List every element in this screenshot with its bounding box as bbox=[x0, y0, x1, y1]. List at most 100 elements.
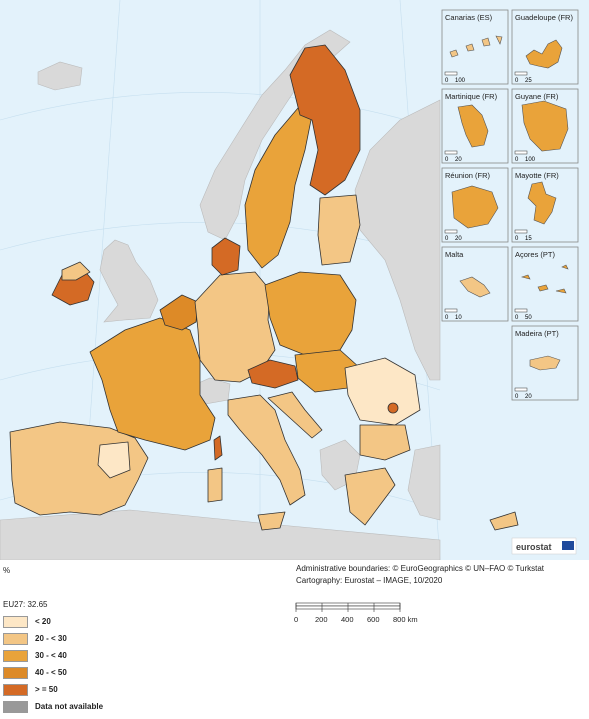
legend-swatch bbox=[3, 649, 28, 662]
inset-map: Malta 0 10 bbox=[441, 246, 509, 322]
legend-swatch bbox=[3, 632, 28, 645]
inset-scalebar bbox=[444, 150, 458, 155]
region-romania bbox=[344, 357, 421, 426]
inset-title: Réunion (FR) bbox=[445, 171, 491, 180]
eu-average: EU27: 32.65 bbox=[3, 600, 48, 609]
region-austria bbox=[247, 359, 299, 389]
inset-scale-label: 0 bbox=[445, 315, 449, 321]
legend-label: < 20 bbox=[35, 617, 51, 626]
inset-region bbox=[529, 355, 561, 371]
russia-east bbox=[354, 99, 441, 381]
inset-region bbox=[527, 181, 557, 225]
scale-tick: 200 bbox=[315, 615, 328, 624]
eu-regions bbox=[9, 44, 519, 531]
non-eu-land bbox=[0, 29, 441, 560]
inset-frame bbox=[511, 246, 579, 322]
inset-scale-label: 50 bbox=[525, 315, 532, 321]
legend-item: > = 50 bbox=[3, 681, 103, 698]
inset-title: Malta bbox=[445, 250, 464, 259]
unit-label: % bbox=[3, 566, 11, 575]
eurostat-logo: eurostat bbox=[511, 537, 577, 555]
inset-scale-label: 0 bbox=[515, 78, 519, 84]
inset-scalebar bbox=[514, 71, 528, 76]
inset-scale-label: 20 bbox=[455, 236, 462, 242]
region-corsica bbox=[213, 435, 223, 461]
inset-map: Madeira (PT) 0 20 bbox=[511, 325, 579, 401]
legend-item: 30 - < 40 bbox=[3, 647, 103, 664]
legend-item: Data not available bbox=[3, 698, 103, 715]
region-cyprus bbox=[489, 511, 519, 531]
inset-scale-label: 25 bbox=[525, 78, 532, 84]
inset-scale-label: 0 bbox=[515, 394, 519, 400]
inset-scale-label: 15 bbox=[525, 236, 532, 242]
inset-title: Mayotte (FR) bbox=[515, 171, 559, 180]
inset-map: Canarias (ES) 0 100 bbox=[441, 9, 509, 85]
inset-region bbox=[521, 100, 569, 152]
inset-scalebar bbox=[444, 229, 458, 234]
turkey bbox=[407, 444, 441, 521]
region-greece bbox=[344, 467, 396, 526]
inset-region bbox=[520, 264, 569, 294]
inset-scale-label: 20 bbox=[455, 157, 462, 163]
inset-title: Açores (PT) bbox=[515, 250, 556, 259]
region-castilla bbox=[97, 441, 131, 479]
region-croatia bbox=[267, 391, 323, 439]
inset-scale-label: 20 bbox=[525, 394, 532, 400]
inset-title: Madeira (PT) bbox=[515, 329, 559, 338]
legend-label: Data not available bbox=[35, 702, 104, 711]
region-sweden bbox=[244, 107, 313, 269]
legend-label: 40 - < 50 bbox=[35, 668, 67, 677]
inset-map: Mayotte (FR) 0 15 bbox=[511, 167, 579, 243]
inset-frame bbox=[441, 9, 509, 85]
scale-tick: 0 bbox=[294, 615, 298, 624]
region-bulgaria bbox=[359, 424, 411, 461]
iceland bbox=[37, 61, 83, 91]
inset-scale-label: 0 bbox=[515, 315, 519, 321]
inset-map: Martinique (FR) 0 20 bbox=[441, 88, 509, 164]
region-benelux bbox=[159, 294, 199, 331]
inset-title: Guadeloupe (FR) bbox=[515, 13, 573, 22]
inset-map: Réunion (FR) 0 20 bbox=[441, 167, 509, 243]
inset-region bbox=[459, 276, 491, 298]
legend-item: 20 - < 30 bbox=[3, 630, 103, 647]
legend-label: > = 50 bbox=[35, 685, 58, 694]
inset-map: Açores (PT) 0 50 bbox=[511, 246, 579, 322]
scale-bar: 0 200 400 600 800 km bbox=[294, 602, 418, 624]
region-denmark bbox=[211, 237, 241, 276]
scale-tick: 400 bbox=[341, 615, 354, 624]
inset-scale-label: 0 bbox=[515, 157, 519, 163]
norway bbox=[199, 29, 351, 241]
region-czech-poland bbox=[264, 271, 357, 356]
inset-map: Guadeloupe (FR) 0 25 bbox=[511, 9, 579, 85]
inset-scalebar bbox=[514, 308, 528, 313]
inset-region bbox=[457, 104, 489, 148]
region-sicily bbox=[257, 511, 286, 531]
legend-swatch bbox=[3, 700, 28, 713]
inset-scale-label: 100 bbox=[455, 78, 466, 84]
legend-item: 40 - < 50 bbox=[3, 664, 103, 681]
legend-swatch bbox=[3, 683, 28, 696]
north-africa bbox=[0, 509, 441, 560]
inset-scalebar bbox=[444, 71, 458, 76]
scale-tick: 800 km bbox=[393, 615, 418, 624]
region-baltics bbox=[317, 194, 361, 266]
inset-region bbox=[449, 35, 503, 58]
credits-cartography: Cartography: Eurostat – IMAGE, 10/2020 bbox=[296, 576, 443, 585]
inset-scale-label: 100 bbox=[525, 157, 536, 163]
inset-title: Guyane (FR) bbox=[515, 92, 559, 101]
inset-region bbox=[451, 185, 499, 229]
inset-scale-label: 0 bbox=[445, 236, 449, 242]
inset-scale-label: 0 bbox=[515, 236, 519, 242]
legend-swatch bbox=[3, 615, 28, 628]
inset-scale-label: 0 bbox=[445, 157, 449, 163]
credits: Administrative boundaries: © EuroGeograp… bbox=[296, 563, 544, 587]
legend-label: 30 - < 40 bbox=[35, 651, 67, 660]
inset-title: Canarias (ES) bbox=[445, 13, 493, 22]
region-northern-ireland-irl bbox=[61, 261, 91, 281]
credits-boundaries: Administrative boundaries: © EuroGeograp… bbox=[296, 564, 545, 573]
inset-region bbox=[525, 39, 563, 69]
legend-item: < 20 bbox=[3, 613, 103, 630]
inset-frame bbox=[511, 9, 579, 85]
